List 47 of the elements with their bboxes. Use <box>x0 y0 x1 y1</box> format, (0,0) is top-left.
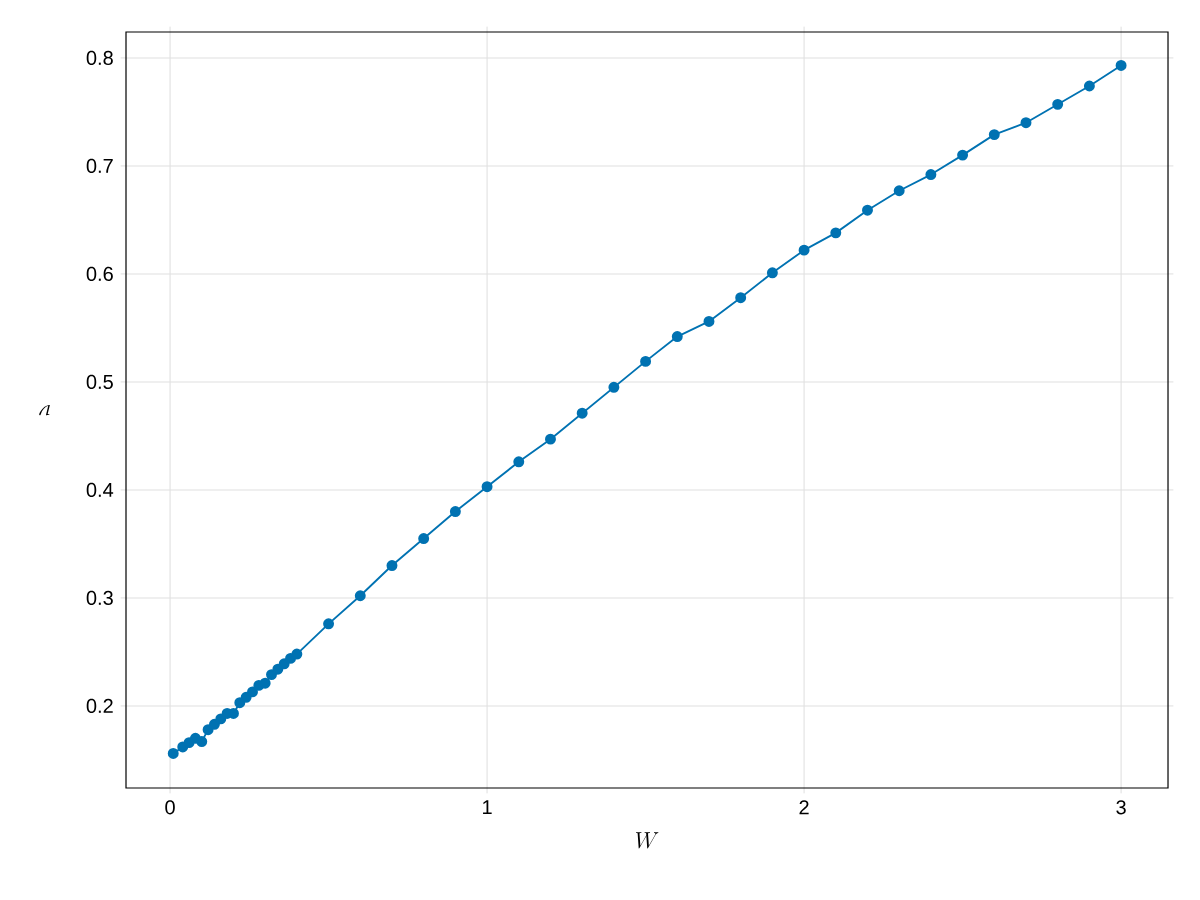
y-axis-title: $\nu$ <box>39 405 50 416</box>
point <box>608 381 620 393</box>
y-tick-label: 0.4 <box>86 482 114 497</box>
point <box>167 747 179 759</box>
y-tick-label: 0.6 <box>86 266 113 281</box>
point <box>957 149 969 161</box>
point <box>386 560 398 571</box>
point <box>1052 98 1064 110</box>
y-tick-label: 0.3 <box>86 590 113 605</box>
point <box>196 736 208 748</box>
point <box>925 169 937 181</box>
point <box>640 355 652 367</box>
point <box>766 267 778 279</box>
y-tick-label: 0.7 <box>86 158 113 173</box>
point <box>234 697 246 709</box>
x-tick-label: 2 <box>799 800 809 815</box>
x-tick-label: 1 <box>483 800 492 815</box>
y-tick-label: 0.2 <box>86 698 113 713</box>
point <box>266 669 277 681</box>
point <box>703 315 715 327</box>
point <box>798 244 810 256</box>
point <box>576 407 588 419</box>
point <box>988 129 1000 141</box>
point <box>1083 80 1095 92</box>
point <box>513 456 525 468</box>
point <box>481 481 493 493</box>
point <box>1020 117 1032 129</box>
point <box>449 506 461 517</box>
y-tick-label: 0.5 <box>86 374 113 389</box>
point <box>208 718 220 730</box>
point <box>893 185 905 197</box>
x-tick-label: 0 <box>165 800 175 815</box>
point <box>1115 60 1127 71</box>
point <box>323 618 335 630</box>
point <box>735 292 747 304</box>
point <box>862 204 873 216</box>
point <box>247 686 258 698</box>
point <box>671 331 683 343</box>
y-tick-label: 0.8 <box>86 50 113 65</box>
x-axis-title: $W$ <box>636 832 659 849</box>
x-tick-label: 3 <box>1116 800 1126 815</box>
point <box>354 590 366 602</box>
point <box>259 677 271 689</box>
point <box>291 648 303 660</box>
point <box>545 433 556 445</box>
point <box>418 533 430 544</box>
point <box>830 227 842 239</box>
